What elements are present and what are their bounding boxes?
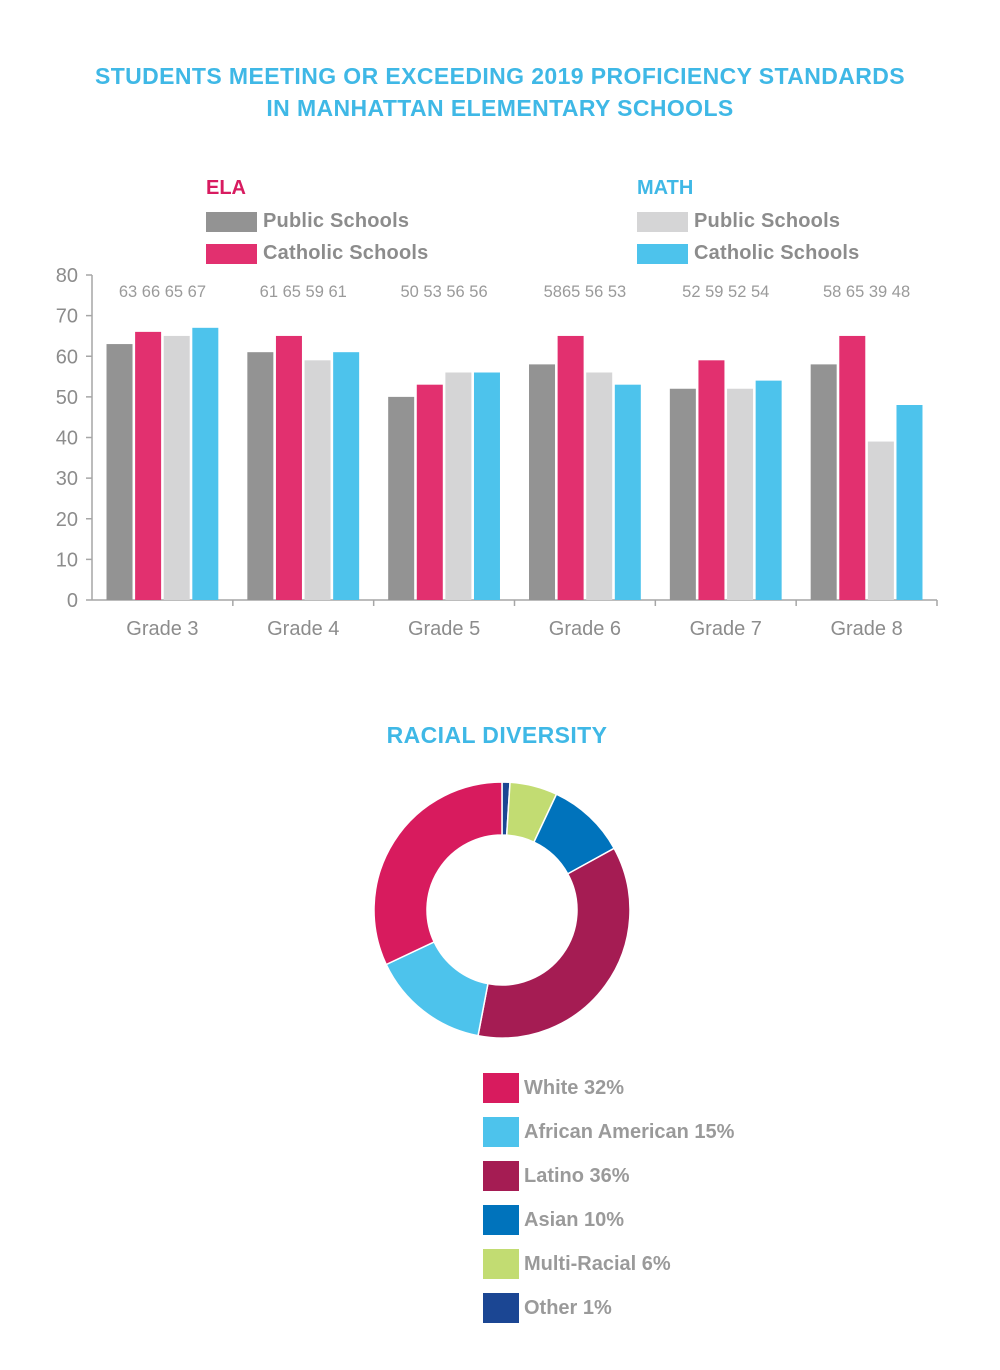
bar-chart: 0 10 20 30 40 50 60 70 80 63 66 65 67 Grade 3 61 6… <box>56 265 938 640</box>
bar-grade-7-math-public-schools <box>727 388 754 600</box>
pie-legend-item-asian: Asian 10% <box>483 1198 734 1242</box>
bar-grade-3-ela-catholic-schools <box>135 331 162 600</box>
y-tick-label: 10 <box>56 549 78 571</box>
bar-grade-4-math-public-schools <box>304 360 331 600</box>
y-tick-label: 80 <box>56 265 78 287</box>
pie-legend-item-multi-racial: Multi-Racial 6% <box>483 1242 734 1286</box>
bar-grade-6-ela-public-schools <box>529 364 556 600</box>
x-tick-label: Grade 3 <box>126 618 198 640</box>
legend-label-ela-catholic: Catholic Schools <box>263 242 429 264</box>
legend-swatch-math-public <box>637 211 688 232</box>
pie-legend-label: Multi-Racial 6% <box>524 1252 671 1275</box>
legend-label-math-public: Public Schools <box>694 210 841 232</box>
pie-slice-white <box>373 781 503 966</box>
legend-label-ela-public: Public Schools <box>263 210 410 232</box>
y-tick-label: 60 <box>56 346 78 368</box>
x-tick-label: Grade 6 <box>549 618 621 640</box>
value-labels-grade-5: 50 53 56 56 <box>400 283 487 301</box>
x-tick-label: Grade 5 <box>408 618 480 640</box>
bar-grade-3-math-public-schools <box>163 335 190 600</box>
bar-grade-5-ela-catholic-schools <box>416 384 443 600</box>
legend-heading-math: MATH <box>637 177 694 199</box>
bar-grade-3-ela-public-schools <box>106 344 133 600</box>
legend-item-math-public: Public Schools <box>637 210 840 233</box>
bar-grade-5-ela-public-schools <box>388 396 415 600</box>
bar-grade-7-ela-public-schools <box>669 388 696 600</box>
y-tick-label: 70 <box>56 306 78 328</box>
bar-grade-4-ela-catholic-schools <box>275 335 302 600</box>
value-labels-grade-6: 5865 56 53 <box>544 283 627 301</box>
y-tick-label: 20 <box>56 509 78 531</box>
pie-legend-label: Other 1% <box>524 1296 612 1319</box>
x-tick-label: Grade 4 <box>267 618 339 640</box>
bar-grade-4-ela-public-schools <box>247 352 274 600</box>
legend-item-math-catholic: Catholic Schools <box>637 242 859 265</box>
pie-legend-swatch <box>483 1117 519 1147</box>
pie-legend: White 32% African American 15% Latino 36% A… <box>483 1066 734 1330</box>
value-labels-grade-4: 61 65 59 61 <box>260 283 347 301</box>
value-labels-grade-3: 63 66 65 67 <box>119 283 206 301</box>
value-labels-grade-7: 52 59 52 54 <box>682 283 769 301</box>
pie-legend-item-african-american: African American 15% <box>483 1110 734 1154</box>
pie-legend-item-white: White 32% <box>483 1066 734 1110</box>
bar-grade-4-math-catholic-schools <box>333 352 360 600</box>
bar-grade-8-ela-public-schools <box>810 364 837 600</box>
bar-grade-5-math-public-schools <box>445 372 472 600</box>
bar-grade-6-math-catholic-schools <box>614 384 641 600</box>
pie-legend-label: African American 15% <box>524 1120 735 1143</box>
bar-grade-8-math-public-schools <box>867 441 894 600</box>
bar-grade-6-math-public-schools <box>586 372 613 600</box>
pie-legend-item-other: Other 1% <box>483 1286 734 1330</box>
pie-legend-swatch <box>483 1249 519 1279</box>
bar-grade-8-ela-catholic-schools <box>839 335 866 600</box>
pie-legend-swatch <box>483 1161 519 1191</box>
pie-slice-latino <box>477 847 631 1039</box>
pie-chart <box>373 781 631 1039</box>
legend-swatch-math-catholic <box>637 243 688 264</box>
legend-label-math-catholic: Catholic Schools <box>694 242 860 264</box>
bar-grade-5-math-catholic-schools <box>473 372 500 600</box>
pie-legend-label: White 32% <box>524 1076 625 1099</box>
bar-grade-3-math-catholic-schools <box>192 327 219 600</box>
legend-swatch-ela-public <box>206 211 257 232</box>
legend-swatch-ela-catholic <box>206 243 257 264</box>
pie-legend-swatch <box>483 1073 519 1103</box>
bar-grade-8-math-catholic-schools <box>896 405 923 600</box>
y-tick-label: 0 <box>67 590 78 612</box>
legend-heading-ela: ELA <box>206 177 246 199</box>
legend-item-ela-public: Public Schools <box>206 210 409 233</box>
pie-legend-item-latino: Latino 36% <box>483 1154 734 1198</box>
y-tick-label: 50 <box>56 387 78 409</box>
bar-grade-7-math-catholic-schools <box>755 380 782 600</box>
bar-grade-6-ela-catholic-schools <box>557 335 584 600</box>
pie-title: RACIAL DIVERSITY <box>386 722 608 748</box>
x-tick-label: Grade 7 <box>690 618 762 640</box>
chart-title-line-1: STUDENTS MEETING OR EXCEEDING 2019 PROFI… <box>94 63 906 89</box>
pie-legend-swatch <box>483 1205 519 1235</box>
y-tick-label: 30 <box>56 468 78 490</box>
x-tick-label: Grade 8 <box>830 618 902 640</box>
pie-legend-label: Asian 10% <box>524 1208 625 1231</box>
y-tick-label: 40 <box>56 428 78 450</box>
chart-title-line-2: IN MANHATTAN ELEMENTARY SCHOOLS <box>266 95 734 121</box>
pie-legend-label: Latino 36% <box>524 1164 630 1187</box>
pie-legend-swatch <box>483 1293 519 1323</box>
bar-grade-7-ela-catholic-schools <box>698 360 725 600</box>
value-labels-grade-8: 58 65 39 48 <box>823 283 910 301</box>
legend-item-ela-catholic: Catholic Schools <box>206 242 428 265</box>
